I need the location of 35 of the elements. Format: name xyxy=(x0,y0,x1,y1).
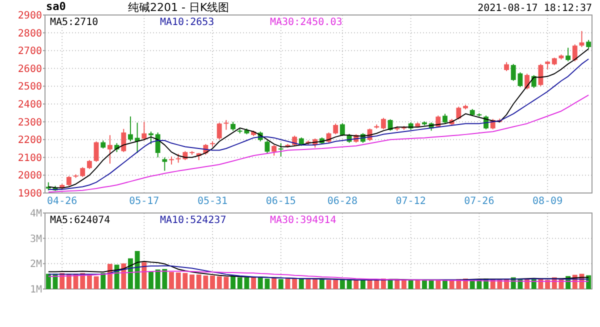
x-tick-label: 06-15 xyxy=(266,196,296,207)
chart-title: 纯碱2201 - 日K线图 xyxy=(128,1,230,14)
x-tick-label: 07-26 xyxy=(464,196,494,207)
text: MA10:524237 xyxy=(160,215,226,226)
text: MA30:2450.03 xyxy=(270,17,342,28)
y-tick-label: 3M xyxy=(30,234,42,245)
y-tick-label: 2600 xyxy=(18,64,42,75)
y-tick-label: 2800 xyxy=(18,28,42,40)
line-series xyxy=(48,270,590,282)
y-tick-label: 2400 xyxy=(18,100,42,110)
y-tick-label: 2000 xyxy=(18,170,42,182)
y-tick-label: 2900 xyxy=(18,10,42,22)
text: MA30:394914 xyxy=(270,215,336,226)
x-tick-label: 07-12 xyxy=(396,196,426,207)
y-tick-label: 2M xyxy=(30,259,42,270)
y-tick-label: 1M xyxy=(30,284,42,296)
y-tick-label: 2200 xyxy=(18,135,42,146)
y-tick-label: 2700 xyxy=(18,46,42,58)
x-tick-label: 04-26 xyxy=(47,196,78,207)
x-tick-label: 06-28 xyxy=(327,196,358,207)
text: 2021-08-17 18:12:37 xyxy=(478,3,592,14)
text: MA5:2710 xyxy=(50,17,98,28)
y-tick-label: 4M xyxy=(30,208,42,220)
text: sa0 xyxy=(46,0,66,13)
x-tick-label: 05-17 xyxy=(129,196,160,207)
y-tick-label: 2500 xyxy=(18,82,42,93)
y-tick-label: 2100 xyxy=(18,152,42,164)
line-series xyxy=(48,265,590,280)
text: MA10:2653 xyxy=(160,17,214,28)
x-tick-label: 08-09 xyxy=(532,196,563,207)
x-tick-label: 05-31 xyxy=(197,196,228,207)
y-tick-label: 1900 xyxy=(18,188,42,200)
y-tick-label: 2300 xyxy=(18,117,42,128)
text: MA5:624074 xyxy=(50,215,110,226)
line-series xyxy=(48,94,590,193)
